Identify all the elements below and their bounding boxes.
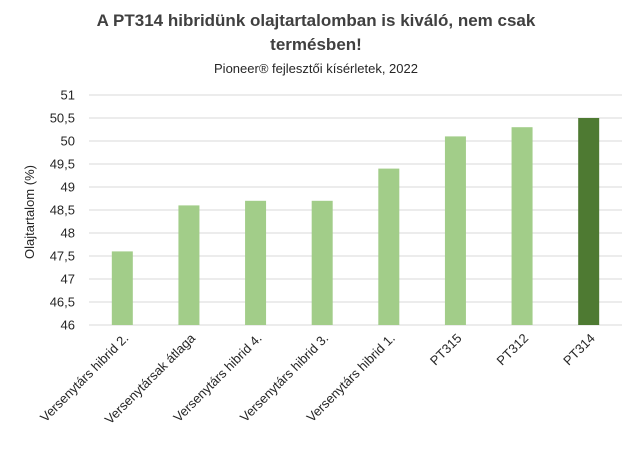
chart-subtitle: Pioneer® fejlesztői kísérletek, 2022 [214,61,418,76]
y-tick-label: 50,5 [50,111,75,126]
chart-title-line-1: A PT314 hibridünk olajtartalomban is kiv… [96,11,536,30]
y-tick-label: 48 [61,226,75,241]
y-tick-label: 49,5 [50,157,75,172]
y-tick-label: 49 [61,180,75,195]
bar [311,200,333,325]
bar [444,136,466,325]
bar [178,205,200,325]
x-tick-label: PT314 [560,331,598,369]
chart-title-line-2: termésben! [270,35,362,54]
y-tick-label: 48,5 [50,203,75,218]
y-tick-label: 47 [61,272,75,287]
x-axis-ticks: Versenytárs hibrid 2.Versenytársak átlag… [37,330,598,427]
bar [378,168,400,325]
bars [111,118,600,325]
y-tick-label: 50 [61,134,75,149]
y-tick-label: 51 [61,88,75,103]
bar [111,251,133,325]
gridlines [89,94,622,326]
bar [511,127,533,325]
bar [578,118,600,325]
y-tick-label: 46 [61,318,75,333]
y-tick-label: 46,5 [50,295,75,310]
y-axis-ticks: 46 46,5 47 47,5 48 48,5 49 49,5 50 50,5 51 [50,88,75,333]
y-tick-label: 47,5 [50,249,75,264]
x-tick-label: PT312 [493,331,531,369]
bar [245,200,267,325]
x-tick-label: PT315 [427,331,465,369]
y-axis-label: Olajtartalom (%) [22,165,37,259]
